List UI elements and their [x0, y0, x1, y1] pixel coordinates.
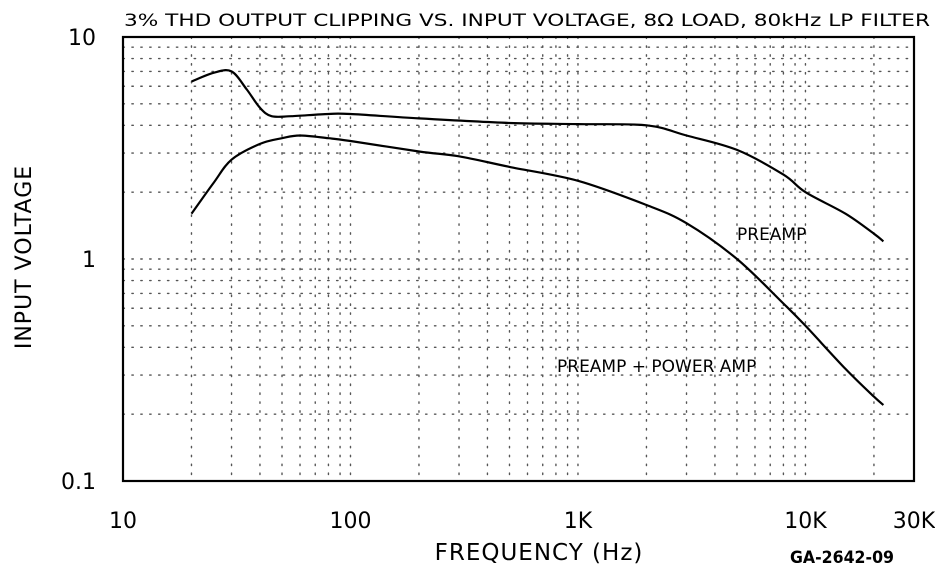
series-group — [190, 69, 885, 406]
x-tick-label: 30K — [893, 509, 935, 534]
annotation-preamp-power-amp: PREAMP + POWER AMP — [557, 357, 756, 377]
y-tick-label: 1 — [82, 248, 96, 273]
series-line-preamp-power-amp — [190, 134, 885, 406]
annotations: PREAMP PREAMP + POWER AMP — [557, 225, 806, 377]
annotation-preamp: PREAMP — [737, 225, 806, 245]
chart-title: 3% THD OUTPUT CLIPPING VS. INPUT VOLTAGE… — [124, 11, 930, 30]
x-tick-label: 1K — [564, 509, 593, 534]
x-tick-label: 10 — [109, 509, 137, 534]
y-tick-label: 10 — [68, 26, 96, 51]
series-line-preamp — [191, 69, 885, 243]
y-axis-label: INPUT VOLTAGE — [12, 165, 37, 349]
x-axis-label: FREQUENCY (Hz) — [435, 540, 644, 566]
tick-labels: 10 100 1K 10K 30K 10 1 0.1 — [61, 26, 935, 534]
x-tick-label: 10K — [784, 509, 827, 534]
plot-area-frame — [121, 35, 916, 483]
y-tick-label: 0.1 — [61, 470, 96, 495]
figure-code: GA-2642-09 — [790, 548, 894, 568]
grid — [122, 36, 915, 482]
x-tick-label: 100 — [329, 509, 371, 534]
